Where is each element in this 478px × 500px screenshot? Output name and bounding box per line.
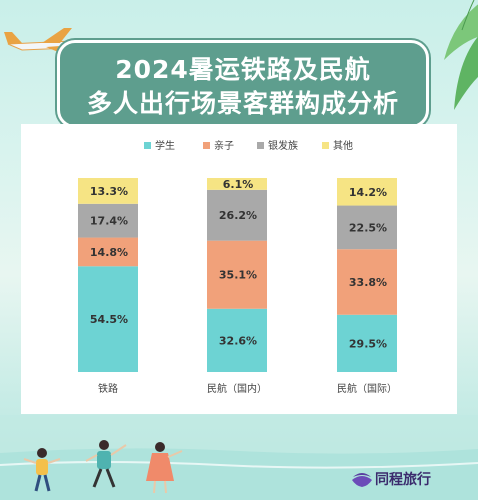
legend-item-other: 其他: [322, 140, 353, 154]
bar-segment-1-0: [207, 308, 267, 372]
data-label-1-1: 35.1%: [219, 269, 257, 282]
legend-label-senior: 银发族: [268, 141, 298, 152]
legend-item-parent-child: 亲子: [203, 140, 234, 154]
chart-title-line2: 多人出行场景客群构成分析: [86, 89, 399, 118]
legend-item-student: 学生: [144, 140, 175, 154]
palm-leaf-decoration: [444, 0, 478, 110]
category-label-2: 民航（国际）: [337, 382, 397, 395]
bar-segment-0-1: [78, 237, 138, 267]
bar-segment-2-1: [337, 249, 397, 315]
data-label-2-2: 22.5%: [349, 221, 387, 234]
category-label-0: 铁路: [98, 382, 118, 395]
data-label-1-0: 32.6%: [219, 334, 257, 347]
beach-scene-decoration: [0, 415, 478, 500]
bar-segment-0-3: [78, 178, 138, 204]
legend-label-other: 其他: [333, 141, 353, 152]
data-label-2-0: 29.5%: [349, 337, 387, 350]
bar-segment-0-2: [78, 203, 138, 238]
category-label-1: 民航（国内）: [207, 382, 267, 395]
bar-segment-2-3: [337, 178, 397, 206]
brand-logo-icon: [352, 473, 372, 487]
data-label-0-0: 54.5%: [90, 313, 128, 326]
data-label-1-3: 6.1%: [223, 178, 254, 191]
chart-title-line1: 2024暑运铁路及民航: [115, 55, 371, 84]
chart-legend: 学生 亲子 银发族 其他: [0, 140, 478, 154]
legend-label-student: 学生: [155, 141, 175, 152]
data-label-0-2: 17.4%: [90, 215, 128, 228]
legend-label-parent-child: 亲子: [214, 141, 234, 152]
brand-name: 同程旅行: [375, 472, 431, 488]
bar-segment-1-3: [207, 178, 267, 190]
legend-swatch-other: [322, 141, 329, 149]
traveler-figure-3: [146, 442, 183, 494]
brand-logo: 同程旅行: [351, 468, 461, 490]
bar-segment-2-0: [337, 314, 397, 372]
bar-segment-2-2: [337, 205, 397, 250]
data-label-2-1: 33.8%: [349, 276, 387, 289]
data-label-2-3: 14.2%: [349, 186, 387, 199]
legend-swatch-student: [144, 141, 151, 149]
legend-swatch-senior: [257, 141, 264, 149]
traveler-figure-2: [85, 440, 127, 488]
bar-segment-1-2: [207, 189, 267, 241]
legend-swatch-parent-child: [203, 141, 210, 149]
data-label-1-2: 26.2%: [219, 209, 257, 222]
bar-segment-0-0: [78, 266, 138, 372]
traveler-figure-1: [23, 448, 61, 492]
data-label-0-1: 14.8%: [90, 246, 128, 259]
legend-item-senior: 银发族: [257, 140, 298, 154]
bar-segment-1-1: [207, 240, 267, 309]
data-label-0-3: 13.3%: [90, 185, 128, 198]
